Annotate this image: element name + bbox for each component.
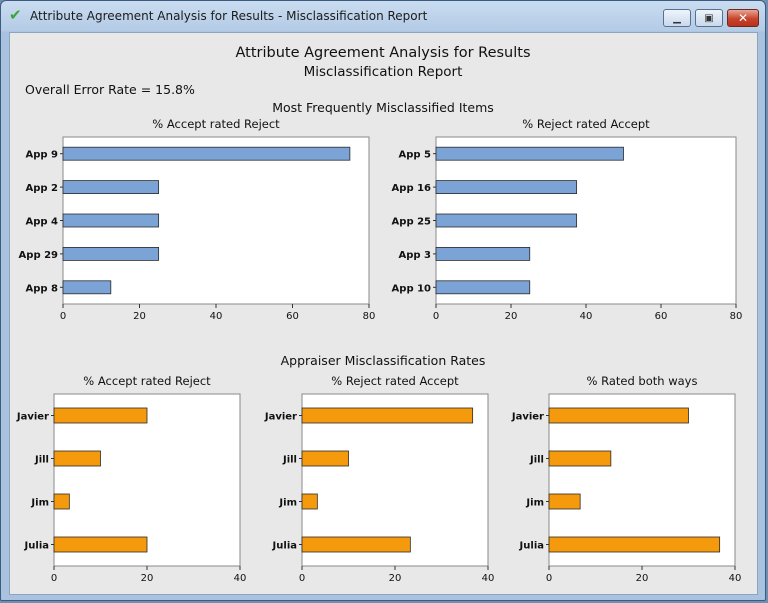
chart-title: % Reject rated Accept	[331, 374, 459, 388]
bar	[301, 450, 349, 467]
title-bar[interactable]: ✔ Attribute Agreement Analysis for Resul…	[1, 1, 765, 31]
x-tick-label: 40	[210, 311, 223, 322]
y-tick-label: App 9	[26, 150, 59, 161]
bar	[435, 180, 578, 195]
graph-area: Attribute Agreement Analysis for Results…	[10, 33, 757, 594]
bar	[301, 407, 474, 424]
bar	[62, 246, 160, 261]
y-tick-label: App 8	[26, 283, 59, 294]
items-section-title: Most Frequently Misclassified Items	[272, 100, 494, 115]
bar	[62, 280, 112, 295]
bar	[435, 146, 624, 161]
bar	[62, 146, 351, 161]
y-tick-label: Jim	[30, 498, 49, 509]
y-tick-label: App 2	[26, 183, 59, 194]
y-tick-label: App 4	[26, 217, 59, 228]
close-button[interactable]: ✕	[727, 9, 759, 27]
y-tick-label: Jill	[282, 455, 297, 466]
y-tick-label: App 5	[399, 150, 432, 161]
bar	[62, 180, 160, 195]
maximize-icon: ▣	[704, 12, 714, 24]
report-title: Attribute Agreement Analysis for Results	[235, 45, 530, 61]
x-tick-label: 40	[482, 573, 495, 584]
y-tick-label: Jim	[525, 498, 544, 509]
y-tick-label: Jill	[34, 455, 49, 466]
x-tick-label: 40	[580, 311, 593, 322]
x-tick-label: 0	[546, 573, 552, 584]
x-tick-label: 0	[433, 311, 439, 322]
x-tick-label: 40	[234, 573, 247, 584]
x-tick-label: 80	[363, 311, 376, 322]
overall-error-rate: Overall Error Rate = 15.8%	[25, 82, 195, 97]
chart-panel-2: % Reject rated Accept App 5 App 16 App 25 Ap…	[392, 117, 743, 322]
y-tick-label: App 25	[392, 217, 431, 228]
report-subtitle: Misclassification Report	[304, 64, 463, 80]
bar	[53, 493, 70, 510]
x-tick-label: 0	[51, 573, 57, 584]
bar	[435, 213, 578, 228]
x-tick-label: 0	[299, 573, 305, 584]
maximize-button[interactable]: ▣	[695, 9, 723, 27]
minimize-button[interactable]: ▁	[663, 9, 691, 27]
x-tick-label: 20	[389, 573, 402, 584]
graph-window-client: Attribute Agreement Analysis for Results…	[9, 32, 758, 595]
x-tick-label: 20	[133, 311, 146, 322]
bar	[435, 280, 531, 295]
bar	[548, 493, 581, 510]
y-tick-label: Julia	[24, 541, 49, 552]
y-tick-label: App 10	[392, 283, 431, 294]
y-tick-label: Jim	[278, 498, 297, 509]
chart-title: % Reject rated Accept	[522, 117, 650, 131]
y-tick-label: App 29	[19, 250, 58, 261]
report-svg: Attribute Agreement Analysis for Results…	[16, 45, 743, 584]
bar	[62, 213, 160, 228]
chart-panel-5: % Rated both ways Javier Jill Jim Julia 0 20 40	[511, 374, 742, 584]
chart-panel-4: % Reject rated Accept Javier Jill Jim Julia 0…	[264, 374, 495, 584]
charts-group: % Accept rated Reject App 9 App 2 App 4 App …	[16, 117, 743, 584]
bar	[53, 536, 148, 553]
y-tick-label: Julia	[272, 541, 297, 552]
bar	[548, 450, 612, 467]
x-tick-label: 20	[141, 573, 154, 584]
checkmark-icon: ✔	[9, 6, 22, 24]
close-icon: ✕	[737, 11, 749, 25]
bar	[548, 536, 721, 553]
x-tick-label: 40	[729, 573, 742, 584]
chart-title: % Rated both ways	[587, 374, 698, 388]
y-tick-label: App 3	[399, 250, 432, 261]
chart-title: % Accept rated Reject	[83, 374, 211, 388]
bar	[301, 493, 318, 510]
bar	[435, 246, 531, 261]
x-tick-label: 20	[636, 573, 649, 584]
bar	[53, 407, 148, 424]
x-tick-label: 60	[286, 311, 299, 322]
appraiser-section-title: Appraiser Misclassification Rates	[281, 353, 486, 368]
x-tick-label: 0	[60, 311, 66, 322]
x-tick-label: 80	[730, 311, 743, 322]
y-tick-label: Javier	[264, 412, 297, 423]
x-tick-label: 60	[655, 311, 668, 322]
bar	[301, 536, 411, 553]
window-title: Attribute Agreement Analysis for Results…	[30, 9, 428, 23]
chart-panel-1: % Accept rated Reject App 9 App 2 App 4 App …	[19, 117, 376, 322]
chart-panel-3: % Accept rated Reject Javier Jill Jim Julia 0…	[16, 374, 247, 584]
y-tick-label: Jill	[529, 455, 544, 466]
y-tick-label: Javier	[16, 412, 49, 423]
bar	[548, 407, 689, 424]
chart-title: % Accept rated Reject	[152, 117, 280, 131]
y-tick-label: App 16	[392, 183, 431, 194]
y-tick-label: Javier	[511, 412, 544, 423]
bar	[53, 450, 101, 467]
y-tick-label: Julia	[519, 541, 544, 552]
minimize-icon: ▁	[673, 12, 681, 24]
x-tick-label: 20	[505, 311, 518, 322]
